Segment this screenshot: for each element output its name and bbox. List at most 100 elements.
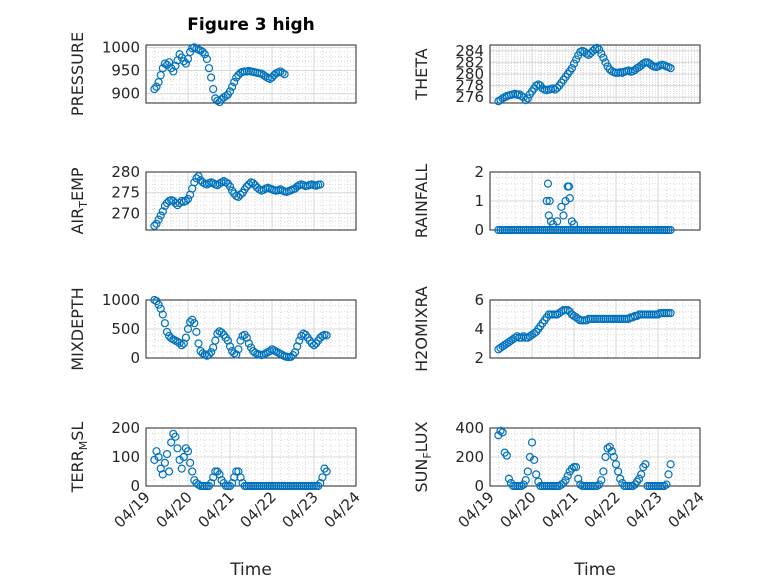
data-point bbox=[225, 342, 235, 351]
data-point bbox=[553, 83, 562, 93]
data-point bbox=[200, 50, 209, 59]
data-point bbox=[225, 87, 235, 96]
data-point bbox=[628, 481, 637, 491]
axes-box bbox=[145, 427, 357, 487]
y-tick-label: 400 bbox=[455, 419, 484, 437]
data-point bbox=[230, 78, 239, 87]
data-point bbox=[571, 55, 581, 64]
x-tick-label: 04/22 bbox=[581, 488, 624, 531]
data-point bbox=[225, 182, 235, 191]
data-point bbox=[270, 71, 279, 80]
data-point bbox=[276, 67, 285, 76]
x-tick-label: 04/21 bbox=[195, 488, 238, 531]
data-point bbox=[666, 460, 675, 469]
y-axis-label: THETA bbox=[412, 48, 431, 100]
data-point bbox=[257, 69, 266, 78]
axes-box bbox=[489, 427, 701, 487]
data-point bbox=[261, 72, 270, 81]
data-point bbox=[666, 308, 675, 318]
data-point bbox=[186, 458, 195, 467]
data-point bbox=[217, 328, 226, 337]
y-tick-label: 1 bbox=[474, 192, 484, 210]
data-point bbox=[192, 174, 201, 183]
y-tick-label: 950 bbox=[111, 62, 140, 80]
data-point bbox=[613, 467, 623, 476]
y-tick-label: 6 bbox=[474, 291, 484, 309]
data-point bbox=[150, 84, 159, 94]
data-point bbox=[316, 180, 325, 189]
data-point bbox=[616, 474, 625, 483]
panel-rainfall: 0 1 2 RAINFALL bbox=[412, 163, 701, 239]
data-point bbox=[609, 452, 619, 462]
data-point bbox=[523, 467, 532, 476]
data-point bbox=[162, 450, 172, 459]
data-point bbox=[150, 221, 159, 230]
x-tick-label: 04/24 bbox=[665, 488, 708, 531]
data-point bbox=[267, 73, 277, 82]
data-point bbox=[202, 54, 211, 64]
data-point bbox=[571, 463, 581, 472]
panel-terr_msl: 010020004/1904/2004/2104/2204/2304/24TER… bbox=[68, 419, 364, 531]
x-tick-label: 04/23 bbox=[279, 488, 322, 531]
axes-box bbox=[489, 171, 701, 231]
data-point bbox=[160, 319, 169, 328]
axes-box bbox=[145, 44, 357, 104]
data-point bbox=[207, 348, 216, 357]
data-point bbox=[181, 333, 190, 342]
data-point bbox=[177, 464, 186, 473]
data-point bbox=[188, 467, 197, 476]
y-tick-label: 4 bbox=[474, 320, 484, 338]
y-tick-label: 100 bbox=[111, 448, 140, 466]
data-point bbox=[190, 43, 199, 52]
data-point bbox=[519, 480, 528, 489]
panel-h2omixra: 2 4 6 H2OMIXRA bbox=[412, 286, 701, 372]
y-tick-label: 275 bbox=[111, 184, 140, 202]
y-axis-label: RAINFALL bbox=[412, 164, 431, 239]
data-point bbox=[504, 474, 513, 483]
y-tick-label: 0 bbox=[474, 477, 484, 495]
y-tick-label: 270 bbox=[111, 204, 140, 222]
data-point bbox=[545, 196, 554, 206]
data-point bbox=[179, 452, 188, 462]
data-point bbox=[249, 179, 258, 188]
x-tick-label: 04/20 bbox=[153, 488, 196, 531]
x-axis-label-left: Time bbox=[229, 560, 272, 580]
data-point bbox=[599, 53, 608, 62]
y-tick-label: 900 bbox=[111, 85, 140, 103]
data-point bbox=[154, 300, 163, 309]
data-point bbox=[565, 194, 574, 203]
data-point bbox=[194, 172, 203, 181]
data-point bbox=[169, 67, 178, 76]
y-tick-label: 2 bbox=[474, 163, 484, 181]
data-point bbox=[584, 50, 593, 59]
data-point bbox=[511, 333, 520, 342]
data-point bbox=[569, 59, 579, 68]
data-point bbox=[586, 49, 595, 58]
data-point bbox=[295, 336, 304, 345]
data-point bbox=[173, 444, 182, 453]
y-axis-label: SUNFLUX bbox=[412, 421, 434, 492]
panel-pressure: 900 950 1000 PRESSURE bbox=[68, 32, 357, 116]
data-point bbox=[219, 93, 228, 102]
data-point bbox=[599, 467, 608, 476]
data-point bbox=[567, 464, 577, 473]
data-point bbox=[173, 201, 182, 210]
data-point bbox=[158, 207, 167, 216]
data-point bbox=[557, 202, 566, 211]
data-point bbox=[595, 45, 604, 54]
data-point bbox=[550, 85, 560, 94]
y-tick-label: 0 bbox=[130, 349, 140, 367]
data-point bbox=[318, 473, 327, 482]
data-point bbox=[553, 217, 562, 226]
data-point bbox=[519, 332, 528, 341]
data-point bbox=[309, 341, 319, 350]
x-tick-label: 04/23 bbox=[623, 488, 666, 531]
y-tick-label: 500 bbox=[111, 320, 140, 338]
data-point bbox=[160, 458, 169, 467]
data-point bbox=[666, 225, 675, 235]
data-point bbox=[557, 480, 566, 489]
y-axis-label: H2OMIXRA bbox=[412, 286, 431, 372]
data-point bbox=[592, 43, 602, 53]
